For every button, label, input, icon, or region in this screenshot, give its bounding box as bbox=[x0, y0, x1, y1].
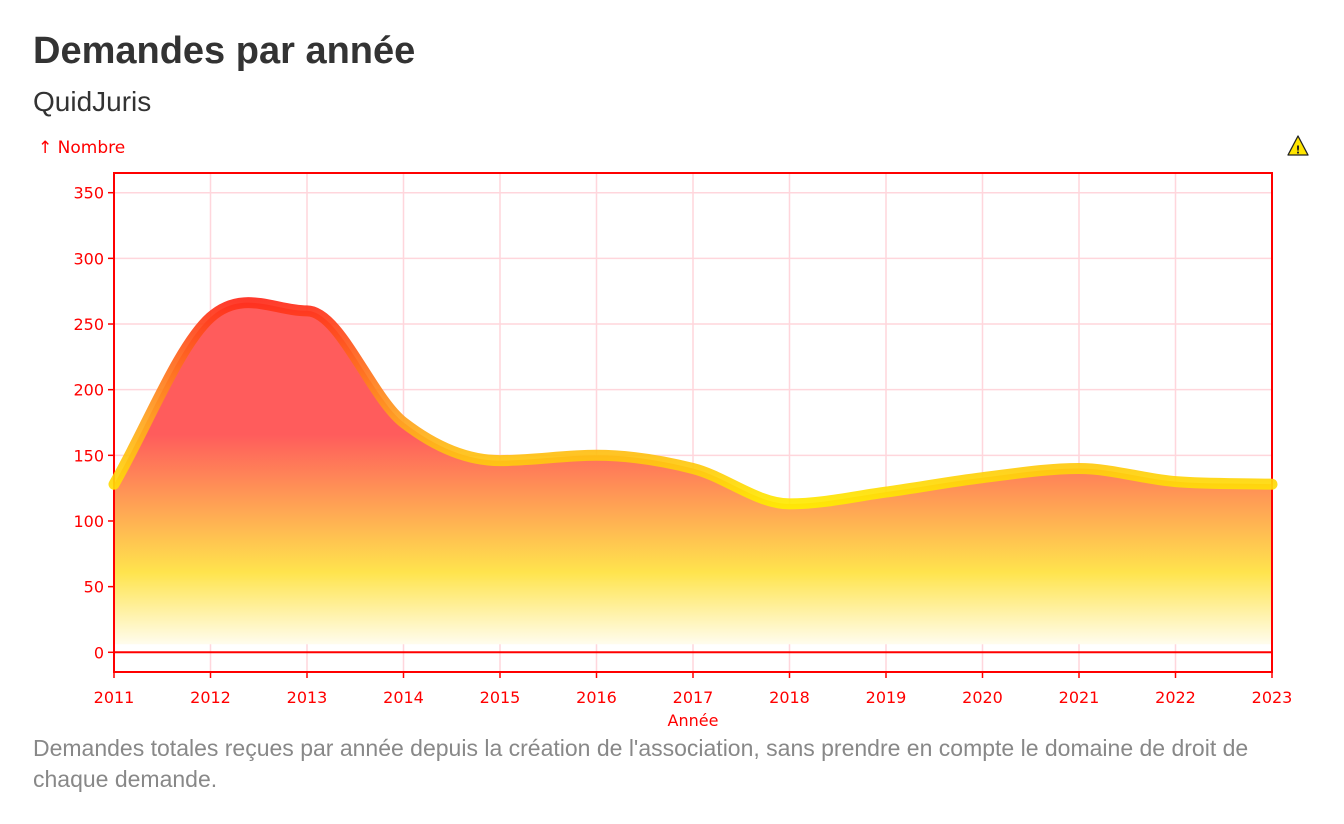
x-tick-label: 2015 bbox=[480, 688, 521, 707]
x-tick-label: 2018 bbox=[769, 688, 810, 707]
y-tick-label: 100 bbox=[73, 512, 104, 531]
x-tick-label: 2016 bbox=[576, 688, 617, 707]
chart-subtitle: QuidJuris bbox=[33, 86, 152, 117]
x-tick-label: 2012 bbox=[190, 688, 231, 707]
chart-title: Demandes par année bbox=[33, 30, 416, 72]
chart-caption: Demandes totales reçues par année depuis… bbox=[33, 735, 1249, 792]
x-tick-label: 2021 bbox=[1059, 688, 1100, 707]
x-tick-label: 2023 bbox=[1252, 688, 1293, 707]
x-tick-label: 2014 bbox=[383, 688, 424, 707]
y-axis-label: ↑ Nombre bbox=[38, 138, 125, 158]
y-tick-label: 250 bbox=[73, 315, 104, 334]
y-tick-label: 200 bbox=[73, 381, 104, 400]
svg-text:!: ! bbox=[1295, 144, 1300, 157]
warning-icon[interactable]: ! bbox=[1287, 135, 1309, 157]
area-chart: 0 50 100 150 200 250 300 350 2011 2012 2013 2014 201… bbox=[38, 135, 1309, 730]
x-tick-label: 2022 bbox=[1155, 688, 1196, 707]
y-tick-label: 300 bbox=[73, 249, 104, 268]
y-tick-label: 50 bbox=[84, 578, 104, 597]
x-tick-label: 2019 bbox=[866, 688, 907, 707]
x-axis-label: Année bbox=[668, 711, 719, 730]
x-tick-label: 2013 bbox=[287, 688, 328, 707]
series-line bbox=[108, 297, 1278, 510]
axes: 0 50 100 150 200 250 300 350 2011 2012 2013 2014 201… bbox=[73, 184, 1292, 707]
y-tick-label: 150 bbox=[73, 446, 104, 465]
y-tick-label: 350 bbox=[73, 184, 104, 203]
x-tick-label: 2017 bbox=[673, 688, 714, 707]
x-tick-label: 2011 bbox=[94, 688, 135, 707]
y-tick-label: 0 bbox=[94, 643, 104, 662]
x-tick-label: 2020 bbox=[962, 688, 1003, 707]
